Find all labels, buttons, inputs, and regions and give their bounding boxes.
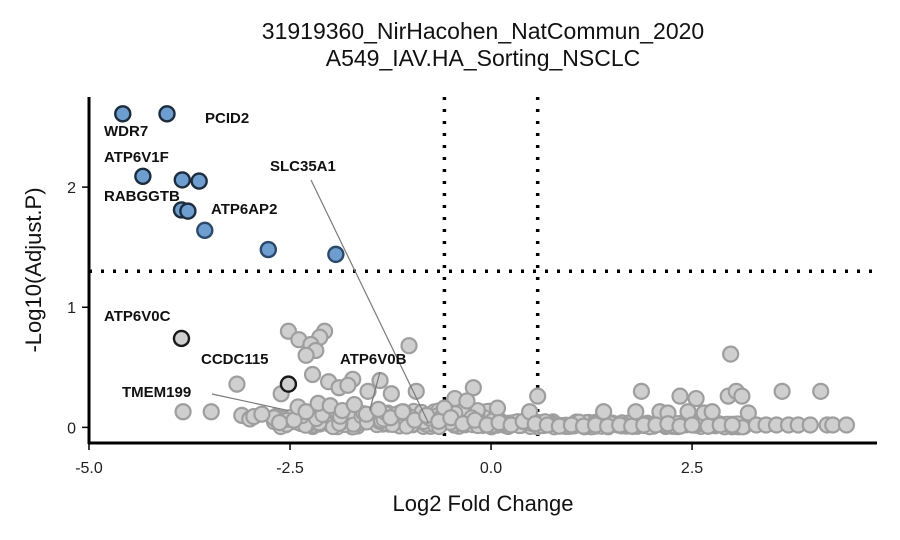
- significant-point: [134, 167, 152, 185]
- x-tick-label: 2.5: [681, 460, 703, 477]
- gray-point: [458, 392, 476, 410]
- gray-point: [303, 365, 322, 384]
- y-tick-label: 0: [67, 420, 76, 437]
- label-connector: [211, 393, 289, 412]
- gray-point: [733, 387, 751, 405]
- gene-label: CCDC115: [201, 351, 269, 368]
- x-axis-title: Log2 Fold Change: [392, 491, 573, 516]
- gray-point: [595, 403, 613, 421]
- label-connectors: [211, 179, 429, 423]
- gene-label: TMEM199: [122, 384, 191, 401]
- y-tick-label: 1: [67, 300, 76, 317]
- highlighted-point: [172, 329, 191, 348]
- gray-point: [400, 337, 418, 355]
- axis-ticks: -5.0 -2.5 0.0 2.5 0 1 2: [67, 180, 703, 477]
- gray-point: [687, 389, 705, 408]
- x-tick-label: -5.0: [75, 460, 103, 477]
- gene-label: ATP6V0C: [104, 308, 171, 325]
- gray-point: [359, 382, 377, 400]
- gray-point: [632, 382, 651, 400]
- gray-point: [270, 413, 289, 432]
- y-axis-title: -Log10(Adjust.P): [21, 187, 46, 352]
- gene-label: PCID2: [205, 110, 249, 127]
- significant-point: [259, 240, 278, 259]
- gene-labels: WDR7 PCID2 ATP6V1F RABGGTB ATP6AP2 SLC35A1 ATP…: [104, 110, 407, 401]
- gray-point: [488, 399, 507, 417]
- label-connector: [310, 179, 429, 423]
- gray-point: [683, 416, 701, 434]
- gray-point: [228, 375, 246, 393]
- gray-point: [297, 403, 315, 421]
- gray-point: [382, 385, 400, 403]
- gray-point: [801, 416, 819, 434]
- gray-point: [529, 387, 547, 405]
- significant-point: [179, 202, 197, 220]
- gene-label: ATP6V0B: [340, 351, 407, 368]
- gene-label: RABGGTB: [104, 188, 180, 205]
- significant-point: [114, 105, 132, 123]
- gray-points: [174, 322, 856, 435]
- gray-point: [339, 376, 357, 394]
- gray-point: [722, 345, 740, 363]
- gray-point: [174, 403, 192, 421]
- significant-point: [327, 245, 345, 264]
- gray-point: [773, 382, 791, 400]
- chart-title: 31919360_NirHacohen_NatCommun_2020: [261, 18, 705, 44]
- gray-point: [393, 403, 412, 421]
- significant-points: [114, 105, 345, 264]
- gray-point: [369, 400, 388, 418]
- significant-point: [158, 105, 176, 123]
- gray-point: [723, 416, 741, 434]
- gray-point: [371, 371, 389, 390]
- y-tick-label: 2: [67, 180, 76, 197]
- significant-point: [173, 171, 191, 189]
- label-connector: [369, 371, 381, 411]
- gray-point: [671, 387, 689, 405]
- significant-point: [196, 221, 214, 240]
- gene-label: ATP6AP2: [211, 201, 277, 218]
- gene-label: SLC35A1: [270, 158, 336, 175]
- gray-point: [202, 403, 220, 421]
- x-tick-label: -2.5: [276, 460, 304, 477]
- gray-point: [345, 395, 363, 414]
- threshold-lines: [89, 97, 877, 443]
- significant-point: [190, 172, 208, 190]
- gray-point: [837, 416, 856, 434]
- x-tick-label: 0.0: [480, 460, 502, 477]
- gray-point: [253, 405, 271, 423]
- axes: [87, 97, 877, 445]
- gray-point: [627, 403, 645, 421]
- chart-subtitle: A549_IAV.HA_Sorting_NSCLC: [325, 45, 641, 71]
- gray-point: [812, 382, 830, 400]
- gray-point: [464, 379, 482, 397]
- gray-point: [739, 404, 757, 422]
- highlighted-point: [279, 375, 298, 393]
- gene-label: WDR7: [104, 123, 148, 140]
- gray-point: [297, 346, 315, 364]
- gene-label: ATP6V1F: [104, 149, 169, 166]
- highlighted-points: [172, 329, 298, 393]
